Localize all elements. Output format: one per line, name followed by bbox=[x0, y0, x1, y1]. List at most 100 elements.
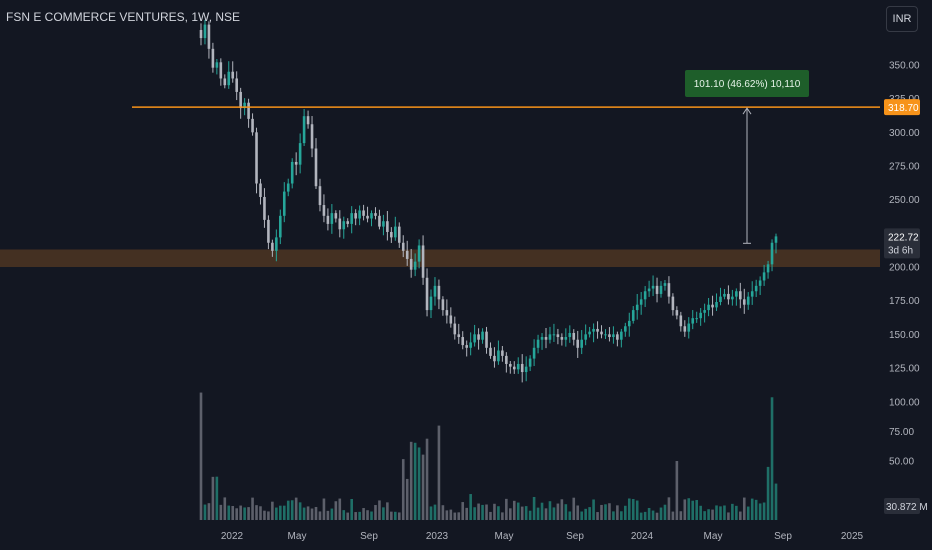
candle-body bbox=[727, 293, 730, 300]
candle-body bbox=[715, 302, 718, 308]
volume-bar bbox=[259, 506, 262, 520]
volume-bar bbox=[243, 507, 246, 520]
volume-bar bbox=[275, 507, 278, 520]
volume-bar bbox=[568, 511, 572, 520]
candle-body bbox=[294, 161, 298, 165]
candle-body bbox=[687, 323, 691, 332]
volume-bar bbox=[263, 510, 266, 520]
candle-body bbox=[532, 347, 536, 359]
volume-bar bbox=[493, 503, 496, 520]
candle-body bbox=[271, 242, 274, 251]
volume-bar bbox=[711, 509, 714, 520]
volume-bar bbox=[703, 511, 706, 520]
volume-bar bbox=[663, 504, 667, 520]
volume-bar bbox=[592, 499, 595, 520]
volume-bar bbox=[723, 505, 726, 520]
candle-body bbox=[560, 337, 564, 340]
last-volume-label: 30.872 M bbox=[886, 502, 928, 513]
price-tick-label: 200.00 bbox=[889, 263, 920, 274]
time-tick-label: Sep bbox=[566, 531, 584, 542]
volume-bar bbox=[635, 500, 639, 520]
volume-bar bbox=[600, 504, 603, 520]
candle-body bbox=[679, 315, 683, 327]
volume-bar bbox=[370, 511, 373, 520]
candle-body bbox=[659, 285, 663, 294]
volume-bar bbox=[604, 504, 607, 520]
volume-bar bbox=[251, 497, 254, 520]
candle-body bbox=[505, 355, 508, 364]
candle-body bbox=[302, 116, 306, 144]
volume-bar bbox=[679, 511, 683, 520]
candle-body bbox=[552, 334, 556, 336]
volume-bar bbox=[441, 505, 445, 520]
volume-tick-label: 100.00 bbox=[889, 398, 920, 409]
time-tick-label: May bbox=[704, 531, 723, 542]
volume-bar bbox=[290, 500, 294, 520]
candle-body bbox=[298, 143, 302, 165]
volume-bar bbox=[572, 497, 576, 520]
candle-body bbox=[215, 62, 219, 68]
measure-box bbox=[685, 70, 809, 97]
volume-bar bbox=[588, 507, 591, 520]
volume-bar bbox=[620, 511, 623, 520]
time-tick-label: 2022 bbox=[221, 531, 244, 542]
volume-bar bbox=[199, 392, 203, 520]
volume-bar bbox=[302, 507, 306, 520]
time-tick-label: Sep bbox=[360, 531, 378, 542]
candle-body bbox=[461, 337, 465, 346]
candle-body bbox=[544, 337, 548, 340]
volume-bar bbox=[219, 504, 223, 520]
support-zone bbox=[0, 249, 880, 267]
candle-body bbox=[306, 116, 310, 125]
volume-bar bbox=[366, 510, 369, 520]
candle-body bbox=[731, 296, 734, 300]
volume-bar bbox=[564, 504, 568, 520]
candle-body bbox=[635, 304, 639, 311]
measure-arrow-head bbox=[742, 107, 752, 115]
volume-bar bbox=[528, 510, 532, 520]
support-zone-layer bbox=[0, 249, 880, 267]
volume-bar bbox=[624, 505, 627, 520]
candle-body bbox=[413, 261, 417, 270]
volume-bar bbox=[647, 507, 651, 520]
candle-body bbox=[647, 288, 651, 292]
candle-body bbox=[671, 296, 675, 311]
candle-body bbox=[580, 339, 583, 348]
candle-body bbox=[501, 350, 504, 356]
candle-body bbox=[290, 161, 294, 184]
volume-bar bbox=[473, 507, 476, 520]
volume-bar bbox=[413, 442, 417, 520]
volume-bar bbox=[524, 506, 528, 520]
measure-label: 101.10 (46.62%) 10,110 bbox=[694, 79, 801, 90]
candle-body bbox=[707, 304, 710, 311]
volume-bar bbox=[691, 500, 695, 520]
candle-body bbox=[390, 231, 393, 238]
price-tick-label: 125.00 bbox=[889, 364, 920, 375]
candle-body bbox=[314, 148, 318, 187]
candle-body bbox=[683, 326, 687, 332]
volume-tick-label: 50.00 bbox=[889, 457, 914, 468]
volume-bar bbox=[608, 503, 611, 520]
candle-body bbox=[378, 215, 381, 227]
candle-body bbox=[251, 118, 254, 133]
candle-body bbox=[663, 283, 667, 286]
candle-body bbox=[382, 221, 385, 227]
candle-body bbox=[616, 334, 619, 340]
candle-body bbox=[326, 215, 330, 224]
candle-body bbox=[263, 196, 266, 220]
time-tick-label: Sep bbox=[774, 531, 792, 542]
candle-body bbox=[516, 363, 520, 370]
volume-bar bbox=[354, 512, 357, 520]
volume-bar bbox=[374, 505, 377, 520]
price-tick-label: 150.00 bbox=[889, 330, 920, 341]
price-tick-label: 250.00 bbox=[889, 195, 920, 206]
volume-bar bbox=[509, 508, 512, 520]
currency-button[interactable]: INR bbox=[886, 6, 918, 32]
candle-body bbox=[322, 205, 326, 216]
candle-body bbox=[334, 213, 338, 219]
candle-body bbox=[548, 334, 552, 340]
candle-body bbox=[739, 291, 742, 300]
candle-body bbox=[489, 347, 492, 356]
candle-body bbox=[604, 334, 607, 336]
